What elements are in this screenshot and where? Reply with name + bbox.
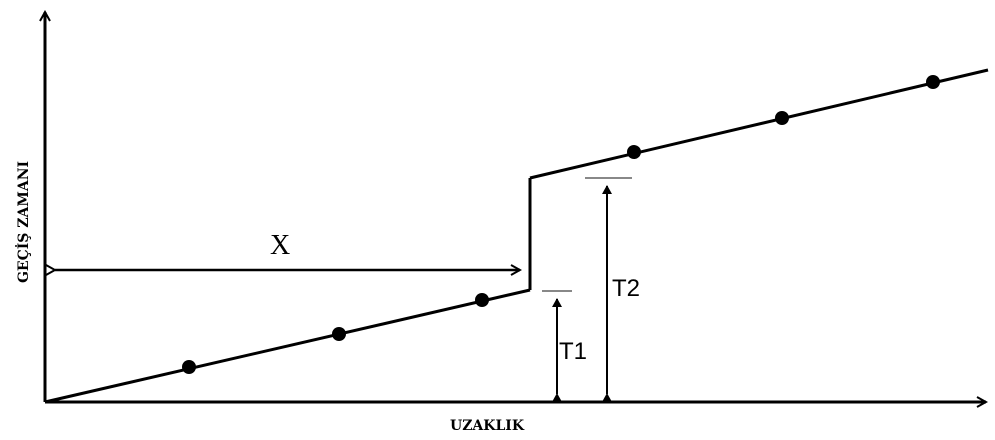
- upper-line: [529, 68, 989, 180]
- x-distance-label: X: [270, 230, 290, 261]
- data-point: [332, 327, 346, 341]
- y-axis-title: GEÇİŞ ZAMANI: [16, 160, 32, 284]
- data-point: [926, 75, 940, 89]
- data-point: [475, 293, 489, 307]
- t2-label: T2: [612, 275, 640, 302]
- direct-wave-line: [44, 288, 531, 404]
- data-point: [182, 360, 196, 374]
- x-axis-title: UZAKLIK: [450, 418, 525, 434]
- data-point: [775, 111, 789, 125]
- data-point: [627, 145, 641, 159]
- t1-label: T1: [559, 338, 587, 365]
